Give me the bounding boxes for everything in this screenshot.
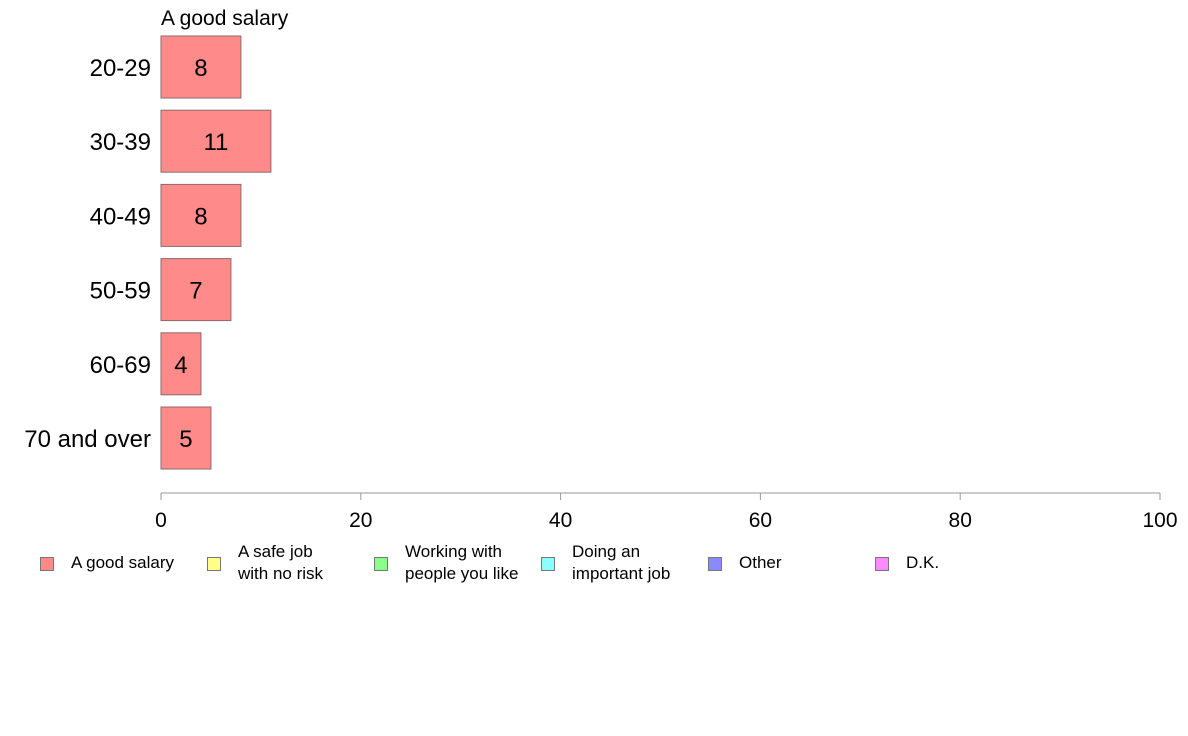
x-tick-label: 0: [155, 509, 167, 532]
bar-value-label: 4: [174, 352, 187, 379]
legend-swatch: [374, 557, 388, 571]
category-label: 40-49: [90, 203, 151, 230]
legend-label: Working with people you like: [405, 542, 519, 583]
chart-title: A good salary: [161, 7, 289, 30]
x-axis: 0 20 40 60 80 100: [155, 492, 1178, 532]
legend-swatch: [207, 557, 221, 571]
legend-label: Doing an important job: [572, 542, 671, 583]
bar: [160, 332, 202, 396]
legend-item: A safe job with no risk: [207, 541, 323, 585]
category-label: 30-39: [90, 129, 151, 156]
bar-chart: A good salary 20-29 8 30-39 11 40-49 8 50-59 7 6…: [24, 7, 1178, 532]
bar-value-label: 7: [189, 278, 202, 305]
category-label: 20-29: [90, 55, 151, 82]
x-tick-label: 60: [749, 509, 772, 532]
legend-swatch: [541, 557, 555, 571]
legend-item: Doing an important job: [541, 541, 670, 585]
legend-item: Working with people you like: [374, 541, 518, 585]
x-tick-label: 20: [349, 509, 372, 532]
bar: [160, 109, 272, 173]
legend-swatch: [40, 557, 54, 571]
bar-value-label: 5: [179, 426, 192, 453]
x-tick-label: 40: [549, 509, 572, 532]
category-label: 60-69: [90, 352, 151, 379]
bar-value-label: 8: [194, 203, 207, 230]
legend-swatch: [708, 557, 722, 571]
category-label: 70 and over: [24, 426, 151, 453]
bar: [160, 258, 232, 322]
legend-item: D.K.: [875, 541, 939, 574]
x-tick-label: 80: [949, 509, 972, 532]
bar-value-label: 11: [203, 129, 228, 156]
legend-swatch: [875, 557, 889, 571]
legend: A good salary A safe job with no risk Work…: [0, 541, 1188, 601]
x-tick-label: 100: [1142, 509, 1177, 532]
legend-item: Other: [708, 541, 782, 574]
bar: [160, 183, 242, 247]
bar: [160, 35, 242, 99]
legend-label: A safe job with no risk: [238, 542, 324, 583]
legend-label: D.K.: [906, 553, 940, 572]
bar-value-label: 8: [194, 55, 207, 82]
legend-label: A good salary: [71, 553, 175, 572]
bar: [160, 406, 212, 470]
bars-layer: 20-29 8 30-39 11 40-49 8 50-59 7 60-69 4 70 and ov…: [24, 35, 272, 470]
legend-item: A good salary: [40, 541, 174, 574]
category-label: 50-59: [90, 278, 151, 305]
legend-label: Other: [739, 553, 782, 572]
